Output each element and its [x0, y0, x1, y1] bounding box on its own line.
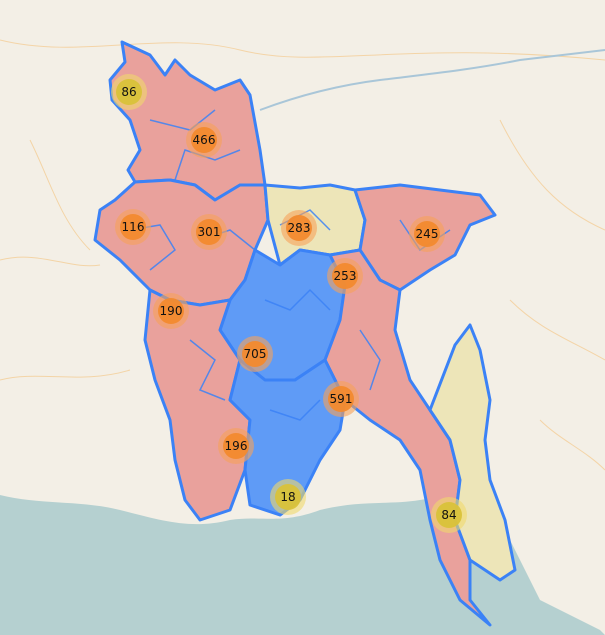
cluster-marker[interactable]: 283	[281, 210, 317, 246]
cluster-layer: 86 466 116 301 283	[111, 74, 467, 533]
cluster-count: 283	[288, 221, 311, 235]
cluster-marker[interactable]: 245	[409, 216, 445, 252]
cluster-marker[interactable]: 253	[327, 258, 363, 294]
cluster-marker[interactable]: 591	[323, 381, 359, 417]
cluster-count: 705	[244, 347, 267, 361]
cluster-marker[interactable]: 86	[111, 74, 147, 110]
cluster-count: 245	[416, 227, 439, 241]
cluster-marker[interactable]: 84	[431, 497, 467, 533]
cluster-count: 253	[334, 269, 357, 283]
cluster-marker[interactable]: 190	[153, 293, 189, 329]
cluster-marker[interactable]: 18	[270, 479, 306, 515]
cluster-count: 190	[160, 304, 183, 318]
region-barisal[interactable]	[228, 358, 347, 517]
cluster-marker[interactable]: 116	[115, 209, 151, 245]
cluster-marker[interactable]: 301	[191, 214, 227, 250]
cluster-count: 116	[122, 220, 145, 234]
cluster-count: 301	[198, 225, 221, 239]
cluster-count: 196	[225, 439, 248, 453]
river	[259, 49, 605, 111]
cluster-count: 84	[441, 508, 456, 522]
cluster-count: 466	[193, 133, 216, 147]
region-hill-tracts[interactable]	[428, 323, 517, 582]
cluster-count: 591	[330, 392, 353, 406]
cluster-marker[interactable]: 466	[186, 122, 222, 158]
cluster-count: 18	[280, 490, 295, 504]
basemap-roads	[0, 39, 605, 471]
cluster-marker[interactable]: 705	[237, 336, 273, 372]
cluster-count: 86	[121, 85, 136, 99]
cluster-marker[interactable]: 196	[218, 428, 254, 464]
